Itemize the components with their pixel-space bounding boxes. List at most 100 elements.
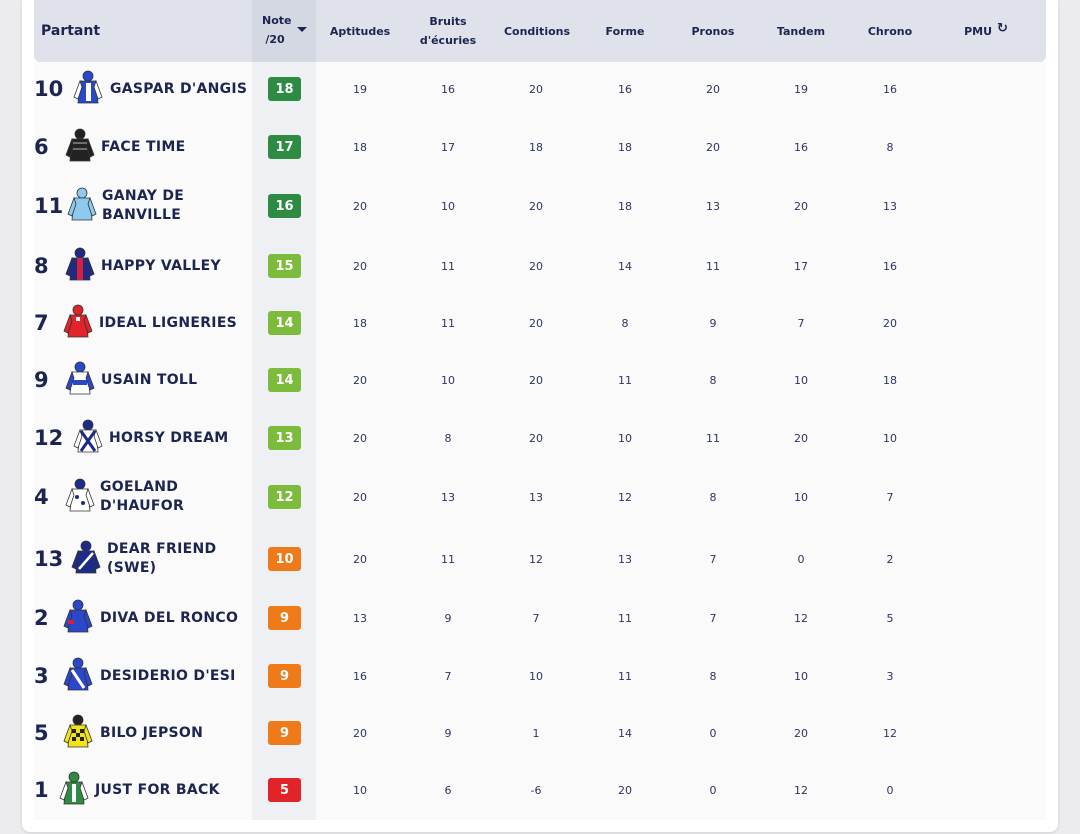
header-chrono[interactable]: Chrono bbox=[867, 24, 913, 38]
table-row[interactable]: 4 GOELAND D'HAUFOR 12 20 13 13 12 8 10 7 bbox=[34, 468, 1046, 526]
horse-name[interactable]: FACE TIME bbox=[101, 118, 241, 176]
score-cell: 0 bbox=[709, 726, 717, 740]
jockey-silk-icon bbox=[60, 303, 96, 343]
header-pmu[interactable]: PMU ↻ bbox=[954, 0, 1018, 62]
score-cell: 13 bbox=[441, 490, 455, 504]
note-badge: 18 bbox=[268, 77, 301, 101]
header-pronos[interactable]: Pronos bbox=[691, 24, 735, 38]
score-cell: 16 bbox=[353, 669, 367, 683]
jockey-silk-icon bbox=[70, 69, 106, 109]
jockey-silk-icon bbox=[62, 477, 98, 517]
score-cell: 8 bbox=[709, 669, 717, 683]
score-cell: 20 bbox=[353, 199, 367, 213]
score-cell: 10 bbox=[794, 669, 808, 683]
horse-name[interactable]: HAPPY VALLEY bbox=[101, 237, 241, 295]
score-cell: 1 bbox=[532, 726, 540, 740]
header-conditions[interactable]: Conditions bbox=[503, 24, 571, 38]
score-cell: 12 bbox=[794, 783, 808, 797]
score-cell: 7 bbox=[709, 611, 717, 625]
score-cell: 18 bbox=[353, 316, 367, 330]
score-cell: 11 bbox=[618, 611, 632, 625]
header-bruits-line1: Bruits bbox=[429, 15, 467, 28]
horse-name[interactable]: GASPAR D'ANGIS bbox=[110, 60, 250, 118]
table-row[interactable]: 6 FACE TIME 17 18 17 18 18 20 16 8 bbox=[34, 118, 1046, 176]
table-row[interactable]: 8 HAPPY VALLEY 15 20 11 20 14 11 17 16 bbox=[34, 237, 1046, 295]
horse-name-text: DESIDERIO D'ESI bbox=[100, 667, 236, 684]
horse-name-text: IDEAL LIGNERIES bbox=[99, 314, 238, 331]
score-cell: 9 bbox=[444, 611, 452, 625]
header-forme[interactable]: Forme bbox=[605, 24, 645, 38]
horse-name[interactable]: GANAY DE BANVILLE bbox=[102, 177, 242, 235]
table-row[interactable]: 2 DIVA DEL RONCO 9 13 9 7 11 7 12 5 bbox=[34, 589, 1046, 647]
runner-number: 5 bbox=[34, 721, 49, 745]
table-row[interactable]: 10 GASPAR D'ANGIS 18 19 16 20 16 20 19 16 bbox=[34, 60, 1046, 118]
table-row[interactable]: 11 GANAY DE BANVILLE 16 20 10 20 18 13 20 13 bbox=[34, 177, 1046, 235]
header-bruits-line2: d'écuries bbox=[419, 34, 477, 47]
score-cell: 16 bbox=[618, 82, 632, 96]
score-cell: 0 bbox=[886, 783, 894, 797]
score-cell: 0 bbox=[797, 552, 805, 566]
table-row[interactable]: 5 BILO JEPSON 9 20 9 1 14 0 20 12 bbox=[34, 704, 1046, 762]
score-cell: 20 bbox=[706, 140, 720, 154]
score-cell: 20 bbox=[529, 431, 543, 445]
header-note-label: Note bbox=[262, 14, 292, 27]
score-cell: 11 bbox=[706, 431, 720, 445]
horse-name[interactable]: BILO JEPSON bbox=[100, 704, 240, 762]
jockey-silk-icon bbox=[62, 246, 98, 286]
header-tandem[interactable]: Tandem bbox=[776, 24, 826, 38]
horse-name[interactable]: JUST FOR BACK bbox=[95, 761, 235, 819]
header-aptitudes[interactable]: Aptitudes bbox=[329, 24, 391, 38]
horse-name[interactable]: DEAR FRIEND (SWE) bbox=[107, 530, 247, 588]
horse-name-text: JUST FOR BACK bbox=[95, 781, 220, 798]
score-cell: 11 bbox=[441, 259, 455, 273]
sort-caret-icon[interactable] bbox=[297, 27, 307, 32]
header-note-sort[interactable]: Note/20 bbox=[252, 0, 316, 62]
header-partant[interactable]: Partant bbox=[41, 22, 101, 39]
header-bruits[interactable]: Bruits d'écuries bbox=[418, 0, 478, 62]
horse-name[interactable]: DIVA DEL RONCO bbox=[100, 589, 240, 647]
score-cell: 20 bbox=[529, 259, 543, 273]
note-badge: 14 bbox=[268, 311, 301, 335]
table-row[interactable]: 1 JUST FOR BACK 5 10 6 -6 20 0 12 0 bbox=[34, 761, 1046, 819]
runners-table: Partant Note/20 Aptitudes Bruits d'écurie… bbox=[34, 0, 1046, 820]
score-cell: 20 bbox=[353, 490, 367, 504]
score-cell: 10 bbox=[441, 199, 455, 213]
score-cell: 13 bbox=[353, 611, 367, 625]
note-badge: 13 bbox=[268, 426, 301, 450]
table-row[interactable]: 7 IDEAL LIGNERIES 14 18 11 20 8 9 7 20 bbox=[34, 294, 1046, 352]
runner-number: 13 bbox=[34, 547, 64, 571]
horse-name[interactable]: HORSY DREAM bbox=[109, 409, 249, 467]
score-cell: 10 bbox=[441, 373, 455, 387]
score-cell: 8 bbox=[621, 316, 629, 330]
jockey-silk-icon bbox=[70, 418, 106, 458]
score-cell: 20 bbox=[353, 552, 367, 566]
horse-name[interactable]: IDEAL LIGNERIES bbox=[99, 294, 239, 352]
horse-name[interactable]: USAIN TOLL bbox=[101, 351, 241, 409]
table-row[interactable]: 12 HORSY DREAM 13 20 8 20 10 11 20 10 bbox=[34, 409, 1046, 467]
table-row[interactable]: 9 USAIN TOLL 14 20 10 20 11 8 10 18 bbox=[34, 351, 1046, 409]
jockey-silk-icon bbox=[60, 713, 96, 753]
header-pmu-label: PMU bbox=[964, 24, 993, 38]
table-row[interactable]: 13 DEAR FRIEND (SWE) 10 20 11 12 13 7 0 2 bbox=[34, 530, 1046, 588]
score-cell: 17 bbox=[441, 140, 455, 154]
score-cell: 16 bbox=[441, 82, 455, 96]
table-header: Partant Note/20 Aptitudes Bruits d'écurie… bbox=[34, 0, 1046, 62]
score-cell: 8 bbox=[709, 490, 717, 504]
score-cell: 20 bbox=[529, 373, 543, 387]
horse-name-text: HAPPY VALLEY bbox=[101, 257, 221, 274]
score-cell: 7 bbox=[886, 490, 894, 504]
score-cell: 5 bbox=[886, 611, 894, 625]
score-cell: 3 bbox=[886, 669, 894, 683]
runner-number: 3 bbox=[34, 664, 49, 688]
score-cell: 8 bbox=[444, 431, 452, 445]
horse-name-text: FACE TIME bbox=[101, 138, 186, 155]
horse-name[interactable]: GOELAND D'HAUFOR bbox=[100, 468, 240, 526]
refresh-icon[interactable]: ↻ bbox=[997, 20, 1008, 36]
jockey-silk-icon bbox=[56, 770, 92, 810]
score-cell: 11 bbox=[441, 552, 455, 566]
runner-number: 9 bbox=[34, 368, 49, 392]
horse-name[interactable]: DESIDERIO D'ESI bbox=[100, 647, 240, 705]
score-cell: 7 bbox=[532, 611, 540, 625]
table-row[interactable]: 3 DESIDERIO D'ESI 9 16 7 10 11 8 10 3 bbox=[34, 647, 1046, 705]
score-cell: 18 bbox=[353, 140, 367, 154]
